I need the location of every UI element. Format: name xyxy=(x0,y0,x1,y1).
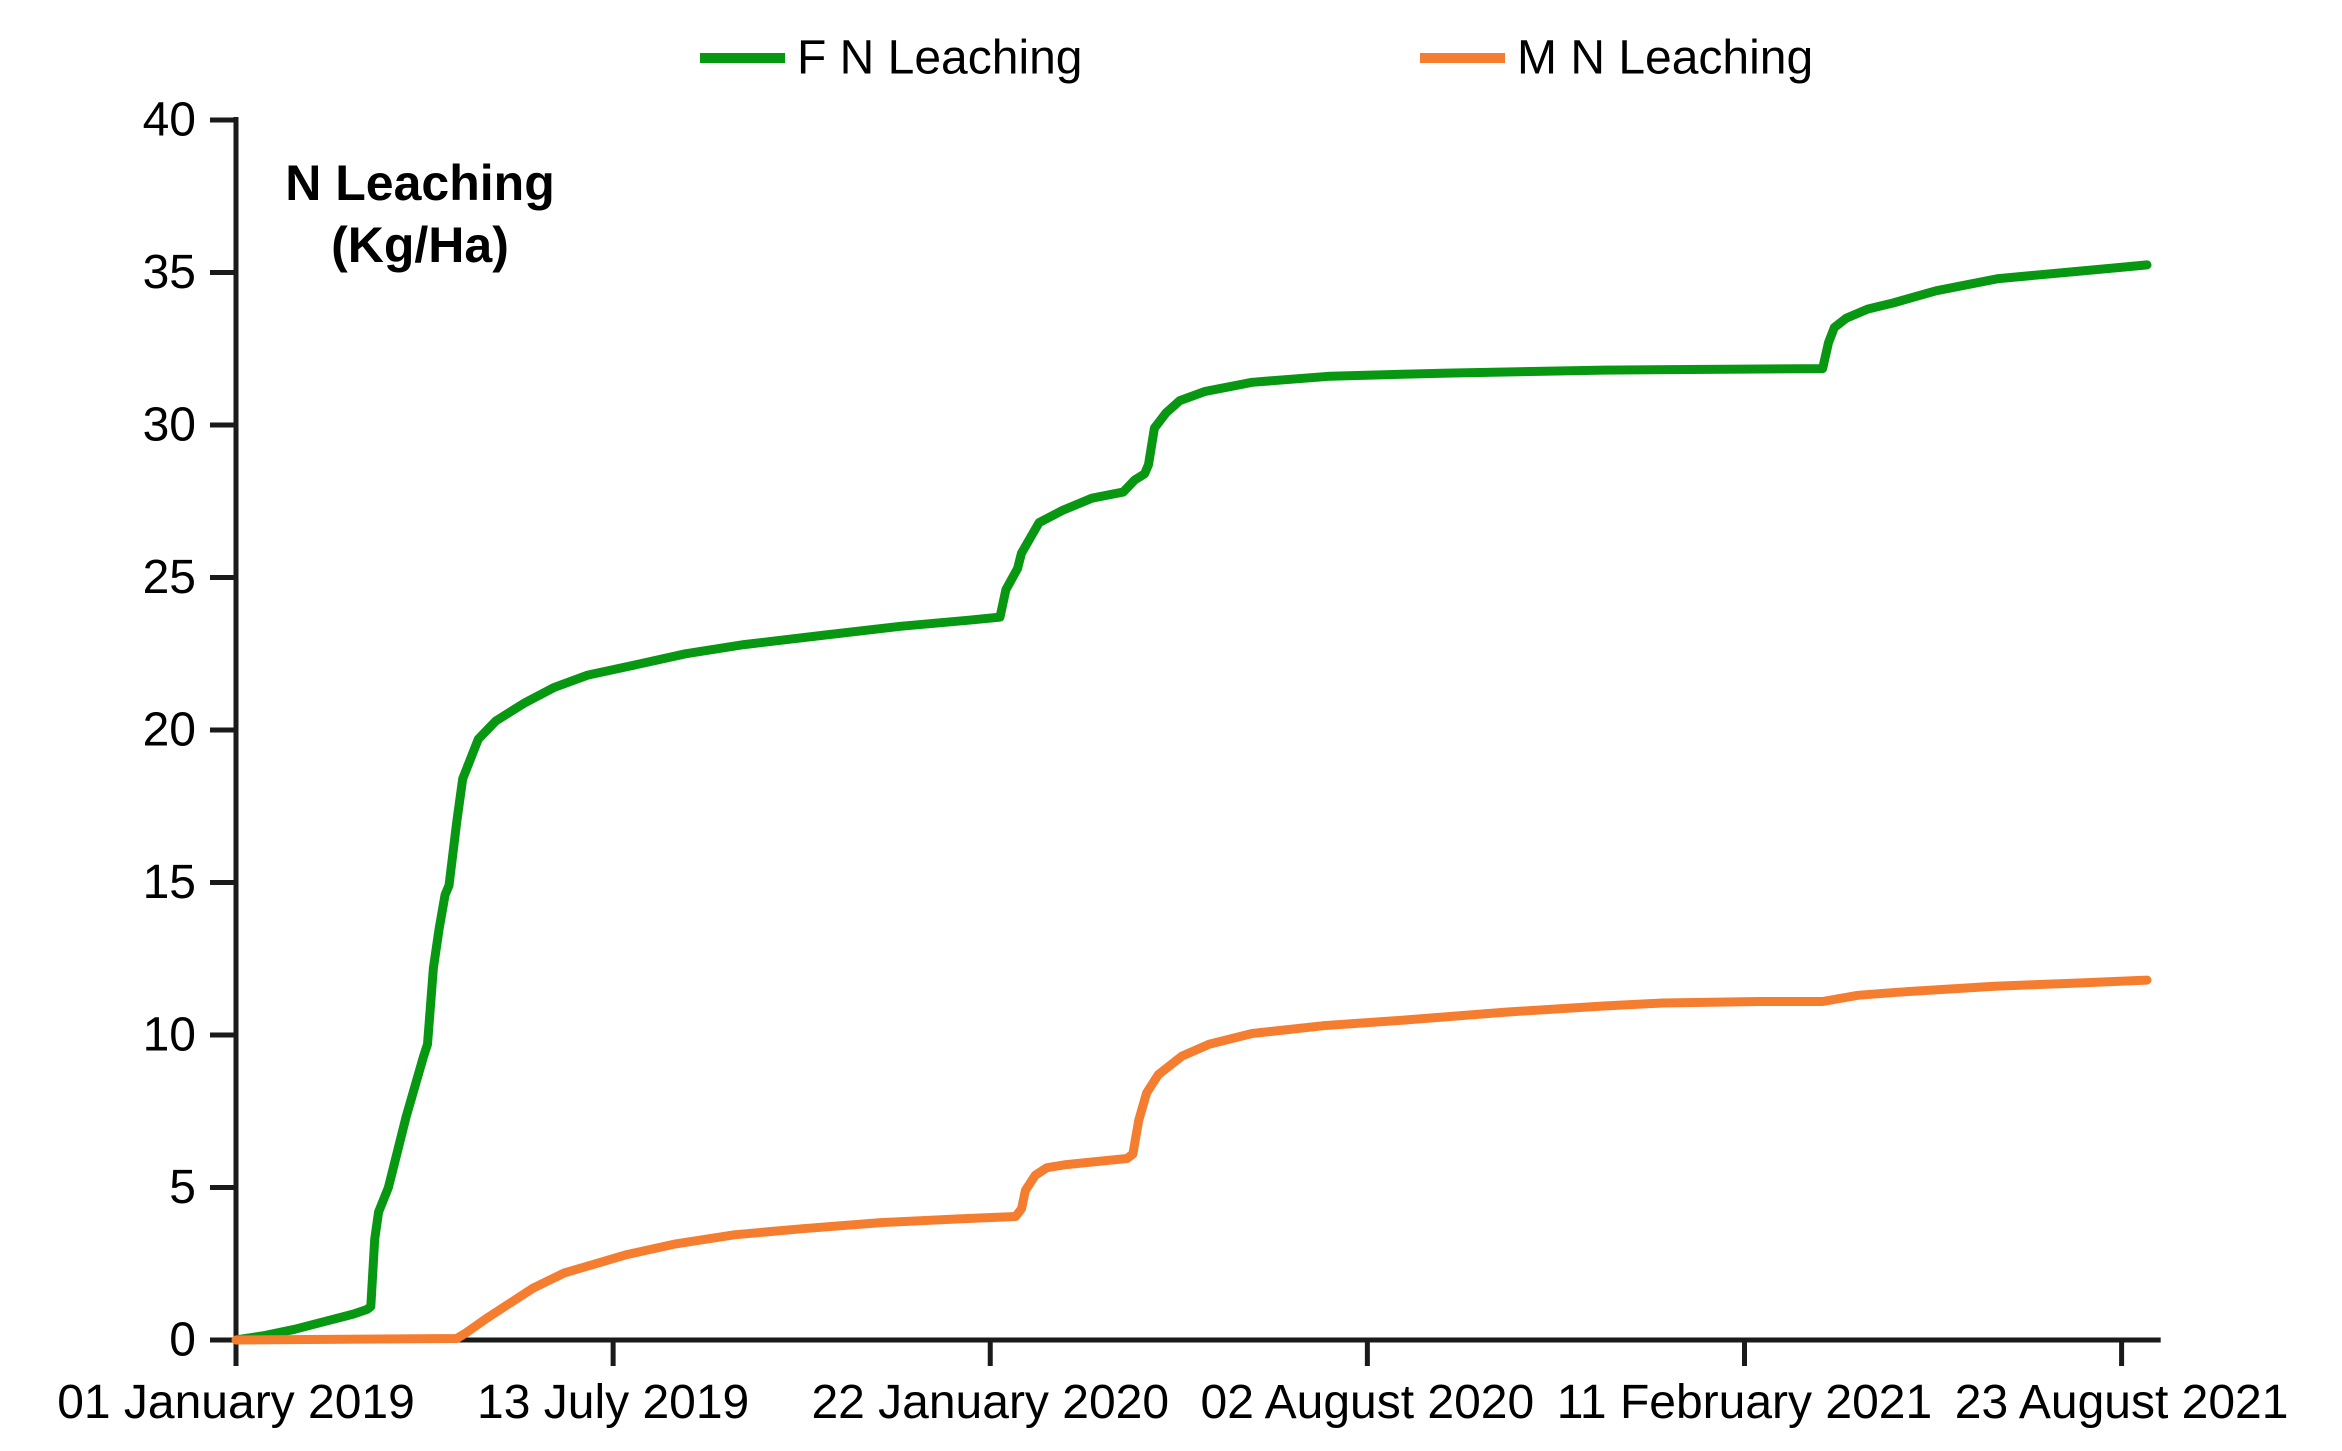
x-tick-label: 01 January 2019 xyxy=(57,1376,415,1429)
y-tick-label: 15 xyxy=(143,856,196,909)
y-tick-label: 10 xyxy=(143,1009,196,1062)
y-axis-title-line1: N Leaching xyxy=(285,155,554,211)
legend-label: M N Leaching xyxy=(1517,32,1813,85)
series-line-m-n-leaching xyxy=(231,975,2152,1345)
y-tick-label: 35 xyxy=(143,246,196,299)
y-tick-label: 40 xyxy=(143,94,196,147)
legend-item: M N Leaching xyxy=(1420,32,1813,85)
legend-label: F N Leaching xyxy=(797,32,1083,85)
x-tick-label: 22 January 2020 xyxy=(811,1376,1169,1429)
x-tick-label: 13 July 2019 xyxy=(477,1376,749,1429)
y-tick-label: 0 xyxy=(169,1314,196,1367)
x-tick-label: 11 February 2021 xyxy=(1557,1376,1932,1429)
y-axis-title-line2: (Kg/Ha) xyxy=(331,217,509,273)
legend: F N Leaching M N Leaching xyxy=(700,32,1813,85)
series-line-f-n-leaching xyxy=(231,260,2152,1345)
y-tick-label: 20 xyxy=(143,704,196,757)
legend-item: F N Leaching xyxy=(700,32,1083,85)
x-tick-label: 02 August 2020 xyxy=(1201,1376,1535,1429)
y-tick-label: 5 xyxy=(169,1161,196,1214)
y-axis-title: N Leaching (Kg/Ha) xyxy=(285,155,554,273)
x-tick-label: 23 August 2021 xyxy=(1955,1376,2289,1429)
y-tick-label: 25 xyxy=(143,551,196,604)
y-tick-label: 30 xyxy=(143,399,196,452)
axes-layer: 0 5 10 15 20 25 30 35 40 01 January 2019 13 July 2… xyxy=(57,94,2288,1430)
series-layer xyxy=(231,260,2152,1345)
